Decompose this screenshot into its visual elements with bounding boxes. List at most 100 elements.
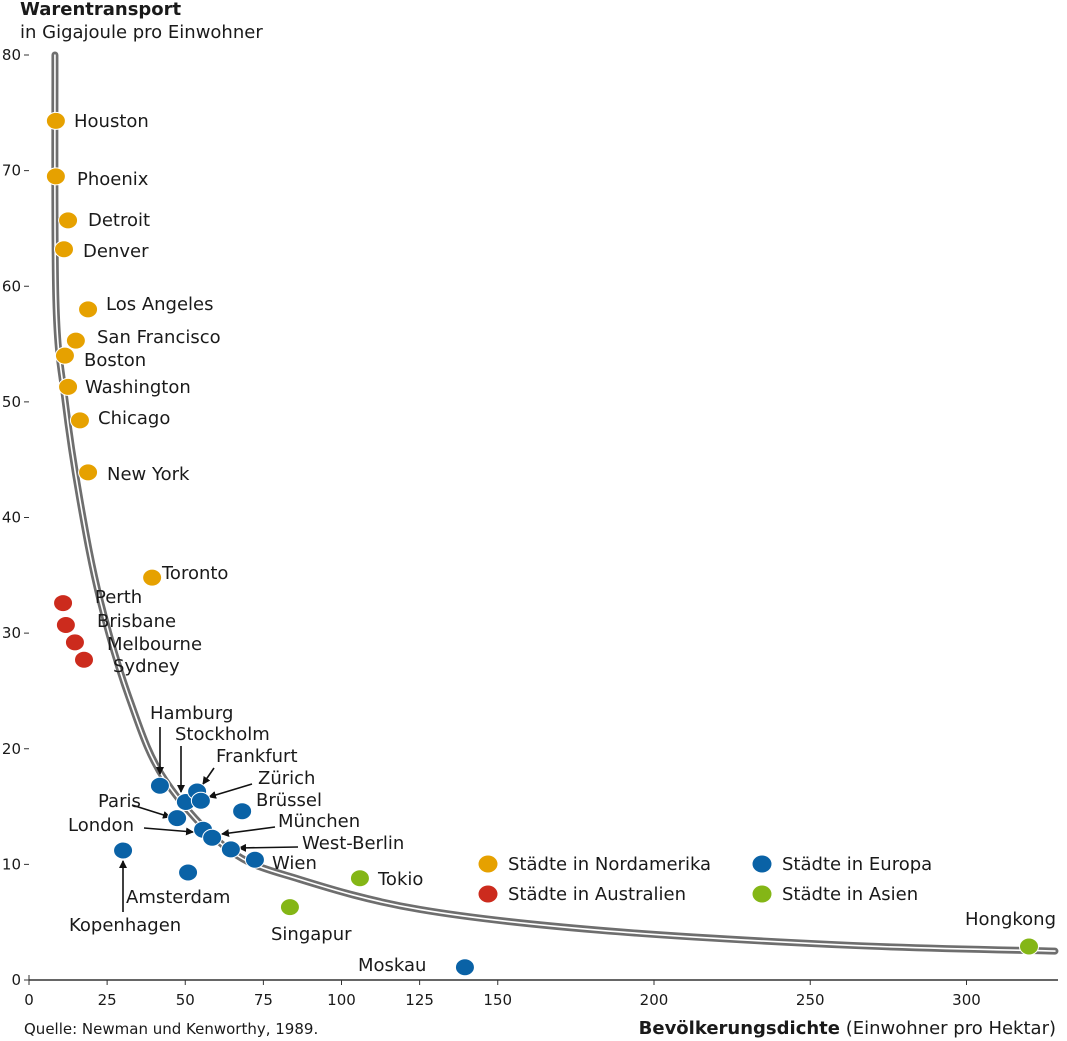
x-tick-label: 100	[327, 991, 356, 1009]
point-label: New York	[107, 464, 190, 485]
point-houston	[45, 111, 66, 130]
point-label: Kopenhagen	[69, 915, 181, 936]
point-label: Hongkong	[965, 909, 1056, 930]
legend-label-au: Städte in Australien	[508, 884, 686, 905]
point-brisbane	[55, 616, 76, 635]
point-label: San Francisco	[97, 327, 221, 348]
point-denver	[54, 240, 74, 259]
point-toronto	[142, 568, 163, 587]
point-west-berlin	[220, 840, 241, 859]
y-axis-title-line1: Warentransport	[20, 0, 182, 20]
point-wien	[244, 850, 265, 869]
point-san-francisco	[65, 331, 86, 350]
point-label: Amsterdam	[126, 887, 230, 908]
x-tick-label: 75	[254, 991, 273, 1009]
x-tick-label: 250	[796, 991, 825, 1009]
point-moskau	[454, 958, 475, 977]
x-axis-title: Bevölkerungsdichte (Einwohner pro Hektar…	[639, 1018, 1056, 1039]
point-perth	[53, 594, 74, 613]
legend-label-as: Städte in Asien	[782, 884, 918, 905]
point-singapur	[279, 898, 300, 917]
y-tick-label: 30	[2, 624, 21, 642]
point-label: Frankfurt	[216, 746, 298, 767]
trend-curve	[51, 51, 1059, 955]
point-label: Detroit	[88, 210, 150, 231]
arrow-west-berlin	[238, 843, 299, 852]
y-tick-label: 20	[2, 740, 21, 758]
point-label: Brüssel	[256, 790, 322, 811]
point-label: Zürich	[258, 768, 315, 789]
point-phoenix	[45, 167, 66, 186]
point-label: Washington	[85, 377, 191, 398]
y-tick-label: 40	[2, 509, 21, 527]
legend-swatch-na	[478, 855, 498, 873]
y-tick-label: 70	[2, 162, 21, 180]
legend: Städte in Nordamerika Städte in Europa Stä…	[478, 854, 932, 905]
point-label: Wien	[272, 853, 317, 874]
point-label: Toronto	[161, 563, 228, 584]
point-label: Moskau	[358, 955, 426, 976]
legend-swatch-as	[752, 885, 772, 903]
arrow-zürich	[208, 783, 253, 799]
point-label: Stockholm	[175, 724, 270, 745]
point-label: West-Berlin	[302, 833, 404, 854]
legend-swatch-au	[478, 885, 498, 903]
point-melbourne	[64, 633, 85, 652]
source-note: Quelle: Newman und Kenworthy, 1989.	[24, 1020, 318, 1038]
point-detroit	[58, 211, 79, 230]
point-label: Chicago	[98, 408, 170, 429]
point-label: Boston	[84, 350, 146, 371]
legend-label-eu: Städte in Europa	[782, 854, 932, 875]
point-los-angeles	[78, 300, 99, 319]
point-sydney	[74, 650, 94, 669]
point-label: Hamburg	[150, 703, 233, 724]
point-label: Los Angeles	[106, 294, 214, 315]
x-tick-label: 50	[176, 991, 195, 1009]
point-new-york	[78, 463, 99, 482]
point-label: Melbourne	[107, 634, 202, 655]
arrow-london	[143, 827, 194, 836]
y-tick-label: 80	[2, 46, 21, 64]
legend-swatch-eu	[752, 855, 772, 873]
arrow-paris	[131, 804, 171, 819]
point-labels: Houston Phoenix Detroit Denver Los Angeles Sa…	[68, 111, 1056, 976]
point-label: München	[278, 811, 360, 832]
point-tokio	[349, 869, 370, 888]
point-label: Houston	[74, 111, 149, 132]
point-amsterdam	[178, 863, 199, 882]
x-tick-label: 300	[952, 991, 981, 1009]
point-label: Singapur	[271, 924, 352, 945]
arrow-münchen	[221, 826, 276, 838]
point-münchen	[202, 828, 223, 847]
point-zürich	[190, 791, 211, 810]
point-hongkong	[1019, 937, 1039, 956]
point-brüssel	[232, 802, 253, 821]
trend-curve-outer	[51, 51, 1059, 955]
data-points	[45, 111, 1039, 977]
point-label: Tokio	[377, 869, 423, 890]
point-kopenhagen	[113, 841, 134, 860]
x-tick-label: 150	[483, 991, 512, 1009]
legend-label-na: Städte in Nordamerika	[508, 854, 711, 875]
y-tick-label: 0	[11, 971, 21, 989]
x-tick-label: 0	[24, 991, 34, 1009]
arrow-frankfurt	[202, 767, 215, 785]
point-label: Denver	[83, 241, 149, 262]
point-label: Paris	[98, 791, 141, 812]
trend-curve-inner	[54, 54, 1056, 952]
point-label: London	[68, 815, 134, 836]
x-tick-label: 25	[98, 991, 117, 1009]
x-tick-label: 125	[405, 991, 434, 1009]
point-boston	[54, 346, 75, 365]
y-tick-label: 60	[2, 277, 21, 295]
annotation-arrows	[119, 727, 299, 912]
y-tick-label: 10	[2, 855, 21, 873]
y-axis-title-line2: in Gigajoule pro Einwohner	[20, 22, 263, 43]
point-label: Phoenix	[77, 169, 149, 190]
y-tick-label: 50	[2, 393, 21, 411]
point-paris	[167, 809, 188, 828]
point-label: Brisbane	[97, 611, 176, 632]
x-axis-title-rest: (Einwohner pro Hektar)	[846, 1018, 1056, 1039]
x-tick-label: 200	[640, 991, 669, 1009]
